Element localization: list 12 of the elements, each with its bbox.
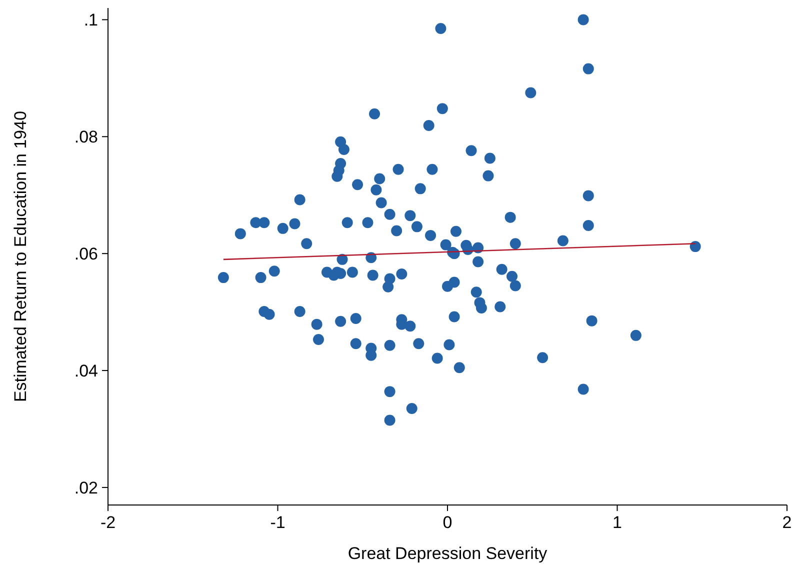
y-tick-label: .02 (74, 478, 98, 498)
x-tick-label: -2 (100, 513, 116, 532)
x-tick-label: 2 (782, 513, 792, 532)
x-axis-title: Great Depression Severity (348, 544, 548, 563)
x-tick-label: -1 (270, 513, 286, 532)
y-tick-label: .1 (84, 10, 98, 30)
y-tick-label: .04 (74, 362, 98, 381)
y-tick-label: .08 (74, 128, 98, 147)
y-axis-title: Estimated Return to Education in 1940 (11, 110, 30, 402)
x-tick-label: 1 (612, 513, 622, 532)
y-tick-label: .06 (74, 244, 98, 264)
x-tick-label: 0 (442, 513, 452, 532)
